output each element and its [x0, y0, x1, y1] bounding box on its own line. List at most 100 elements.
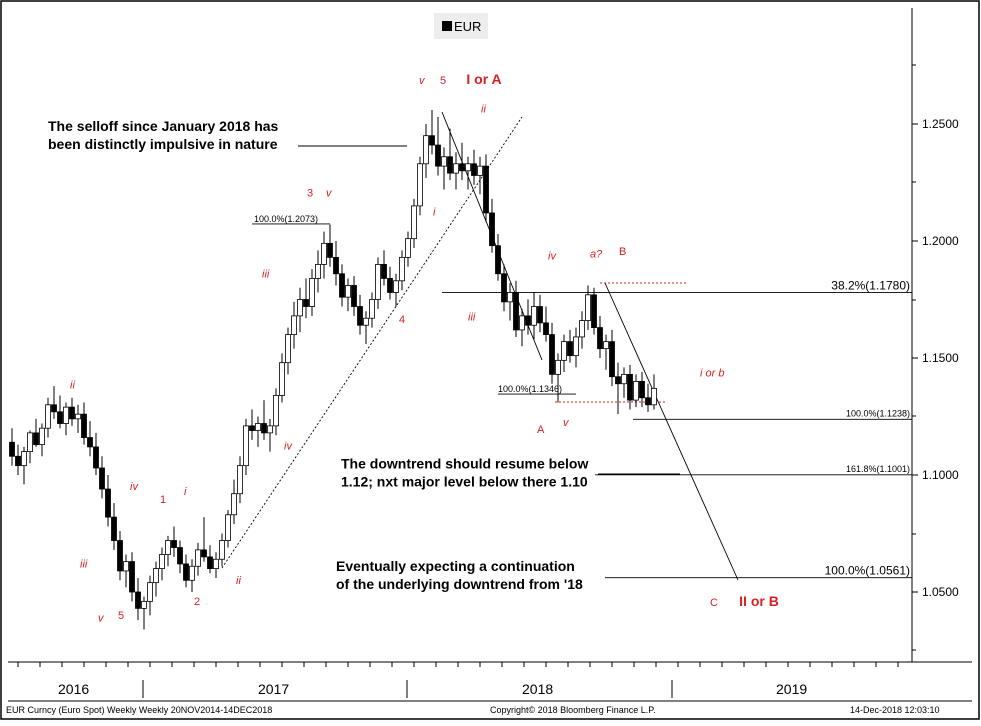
candle-body	[507, 292, 513, 303]
candle	[333, 241, 339, 286]
wave-label: iv	[548, 251, 557, 263]
candle-body	[573, 336, 579, 357]
candle-body	[51, 404, 57, 413]
candle-body	[279, 362, 285, 396]
candle	[315, 250, 321, 293]
candle	[435, 116, 441, 176]
annotation-text: Eventually expecting a continuation	[336, 558, 575, 574]
candle-body	[309, 278, 315, 307]
candle	[123, 554, 129, 588]
candle-body	[75, 413, 81, 420]
candle	[465, 156, 471, 190]
candle-body	[417, 163, 423, 207]
wave-label: iv	[284, 440, 293, 452]
candle-body	[375, 263, 381, 300]
candle	[375, 257, 381, 309]
candle-body	[261, 423, 267, 434]
candle	[567, 329, 573, 363]
candle	[45, 397, 51, 438]
candle-body	[63, 406, 69, 424]
candle-body	[237, 465, 243, 495]
candle	[471, 149, 477, 185]
x-period-label: 2019	[776, 681, 807, 697]
wave-label: ii	[481, 103, 486, 115]
candle-body	[303, 299, 309, 307]
candle	[537, 294, 543, 333]
candle	[411, 198, 417, 249]
candle	[327, 224, 333, 267]
candle	[81, 402, 87, 445]
x-period-label: 2017	[258, 681, 289, 697]
candle-body	[351, 285, 357, 307]
wave-label: iii	[262, 268, 270, 280]
candle	[531, 292, 537, 340]
candle	[597, 315, 603, 358]
candle-body	[519, 315, 525, 331]
candle	[507, 283, 513, 321]
candle	[27, 430, 33, 464]
candle-body	[609, 341, 615, 378]
candle-body	[399, 256, 405, 282]
candle	[621, 367, 627, 398]
candle	[255, 416, 261, 447]
candle-body	[81, 413, 87, 438]
wave-label: v	[419, 75, 426, 87]
candle-body	[129, 561, 135, 593]
candle-body	[639, 380, 645, 399]
candle	[201, 517, 207, 562]
x-period-label: 2016	[58, 681, 89, 697]
wave-label: C	[710, 597, 718, 609]
candle	[339, 264, 345, 307]
candle-body	[411, 205, 417, 240]
candle	[87, 421, 93, 457]
fib-labels: 38.2%(1.1780) 100.0%(1.1238) 161.8%(1.1001…	[254, 214, 910, 578]
candle	[609, 329, 615, 387]
candle-body	[99, 467, 105, 490]
candle-body	[633, 380, 639, 401]
candle-body	[21, 451, 27, 467]
candle	[369, 292, 375, 328]
candle	[213, 552, 219, 578]
candle	[309, 269, 315, 316]
downtrend-line	[604, 282, 739, 581]
candle-body	[477, 165, 483, 176]
wave-label: A	[537, 424, 545, 436]
fib-marker-label: 100.0%(1.1346)	[498, 384, 562, 394]
candle-body	[591, 294, 597, 328]
candle	[645, 383, 651, 412]
candle	[423, 124, 429, 178]
candle	[603, 334, 609, 370]
candle	[153, 561, 159, 597]
candle	[483, 154, 489, 223]
candle	[69, 397, 75, 426]
candle-body	[501, 273, 507, 303]
candle-body	[555, 359, 561, 375]
candle	[141, 596, 147, 630]
wave-degree-label: I or A	[466, 71, 501, 87]
candle	[477, 156, 483, 195]
candle-body	[603, 341, 609, 350]
candle	[405, 231, 411, 267]
candle-body	[249, 425, 255, 431]
candle	[195, 542, 201, 576]
candle-body	[549, 334, 555, 375]
candle-body	[447, 156, 453, 174]
candle	[573, 327, 579, 368]
candle	[345, 278, 351, 312]
candle-body	[159, 554, 165, 569]
candle-body	[273, 395, 279, 427]
candle	[159, 547, 165, 581]
legend-label: EUR	[454, 19, 481, 34]
wave-label: 3	[307, 188, 313, 200]
wave-label: a?	[590, 248, 603, 260]
candle	[363, 311, 369, 344]
candle	[261, 400, 267, 440]
y-tick-label: 1.1000	[922, 468, 959, 482]
candle-body	[435, 144, 441, 167]
candle	[585, 285, 591, 330]
wave-label: iv	[130, 481, 139, 493]
wave-label: iii	[80, 558, 88, 570]
candle	[273, 388, 279, 436]
